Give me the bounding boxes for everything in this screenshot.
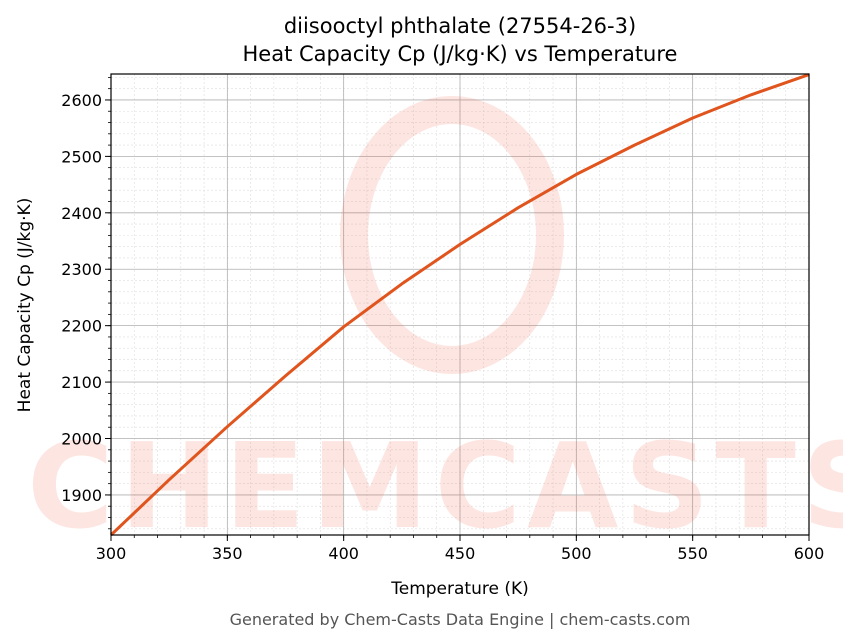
x-tick-label: 400: [328, 544, 359, 563]
y-tick-label: 2100: [61, 373, 102, 392]
y-tick-label: 2600: [61, 91, 102, 110]
y-tick-label: 2500: [61, 147, 102, 166]
grid: [110, 74, 810, 535]
series-line: [109, 73, 810, 537]
x-tick-label: 450: [445, 544, 476, 563]
y-tick-label: 1900: [61, 486, 102, 505]
y-tick-label: 2200: [61, 317, 102, 336]
x-tick-label: 500: [561, 544, 592, 563]
x-tick-label: 600: [794, 544, 825, 563]
y-tick-label: 2000: [61, 430, 102, 449]
y-tick-label: 2300: [61, 260, 102, 279]
watermark-logo-ring: [340, 96, 564, 374]
watermark-text: CHEMCASTS: [27, 417, 843, 555]
y-axis-label: Heat Capacity Cp (J/kg·K): [15, 198, 35, 413]
ticks: 300 350 400 450 500 550 600 1900 2000 2100 2200 230…: [61, 76, 825, 563]
chart-subtitle: Heat Capacity Cp (J/kg·K) vs Temperature: [243, 42, 678, 66]
x-tick-label: 550: [677, 544, 708, 563]
chart-title: diisooctyl phthalate (27554-26-3): [284, 14, 636, 38]
x-tick-label: 300: [96, 544, 127, 563]
footer: Generated by Chem-Casts Data Engine | ch…: [230, 610, 691, 629]
watermark: CHEMCASTS: [27, 96, 843, 555]
y-tick-label: 2400: [61, 204, 102, 223]
series: [109, 73, 810, 537]
x-tick-label: 350: [212, 544, 243, 563]
x-axis-label: Temperature (K): [390, 579, 529, 599]
